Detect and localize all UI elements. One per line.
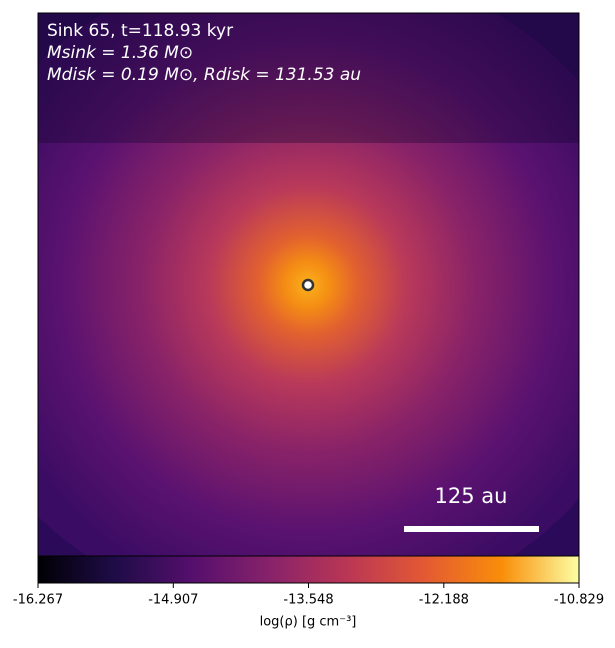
colorbar-tick-label: -12.188 xyxy=(419,593,469,608)
sink-marker xyxy=(301,278,315,292)
colorbar-tick-label: -14.907 xyxy=(148,593,198,608)
annotation: Msink = 1.36 M⊙ xyxy=(47,43,193,63)
annotation: Mdisk = 0.19 M⊙, Rdisk = 131.53 au xyxy=(47,65,361,85)
colorbar-label: log(ρ) [g cm⁻³] xyxy=(260,615,357,630)
colorbar-tick-label: -16.267 xyxy=(13,593,63,608)
colorbar-tick-label: -10.829 xyxy=(554,593,604,608)
scale-bar-label: 125 au xyxy=(435,484,508,508)
colorbar xyxy=(37,555,580,584)
annotation: Sink 65, t=118.93 kyr xyxy=(47,21,233,41)
colorbar-tick-label: -13.548 xyxy=(283,593,333,608)
